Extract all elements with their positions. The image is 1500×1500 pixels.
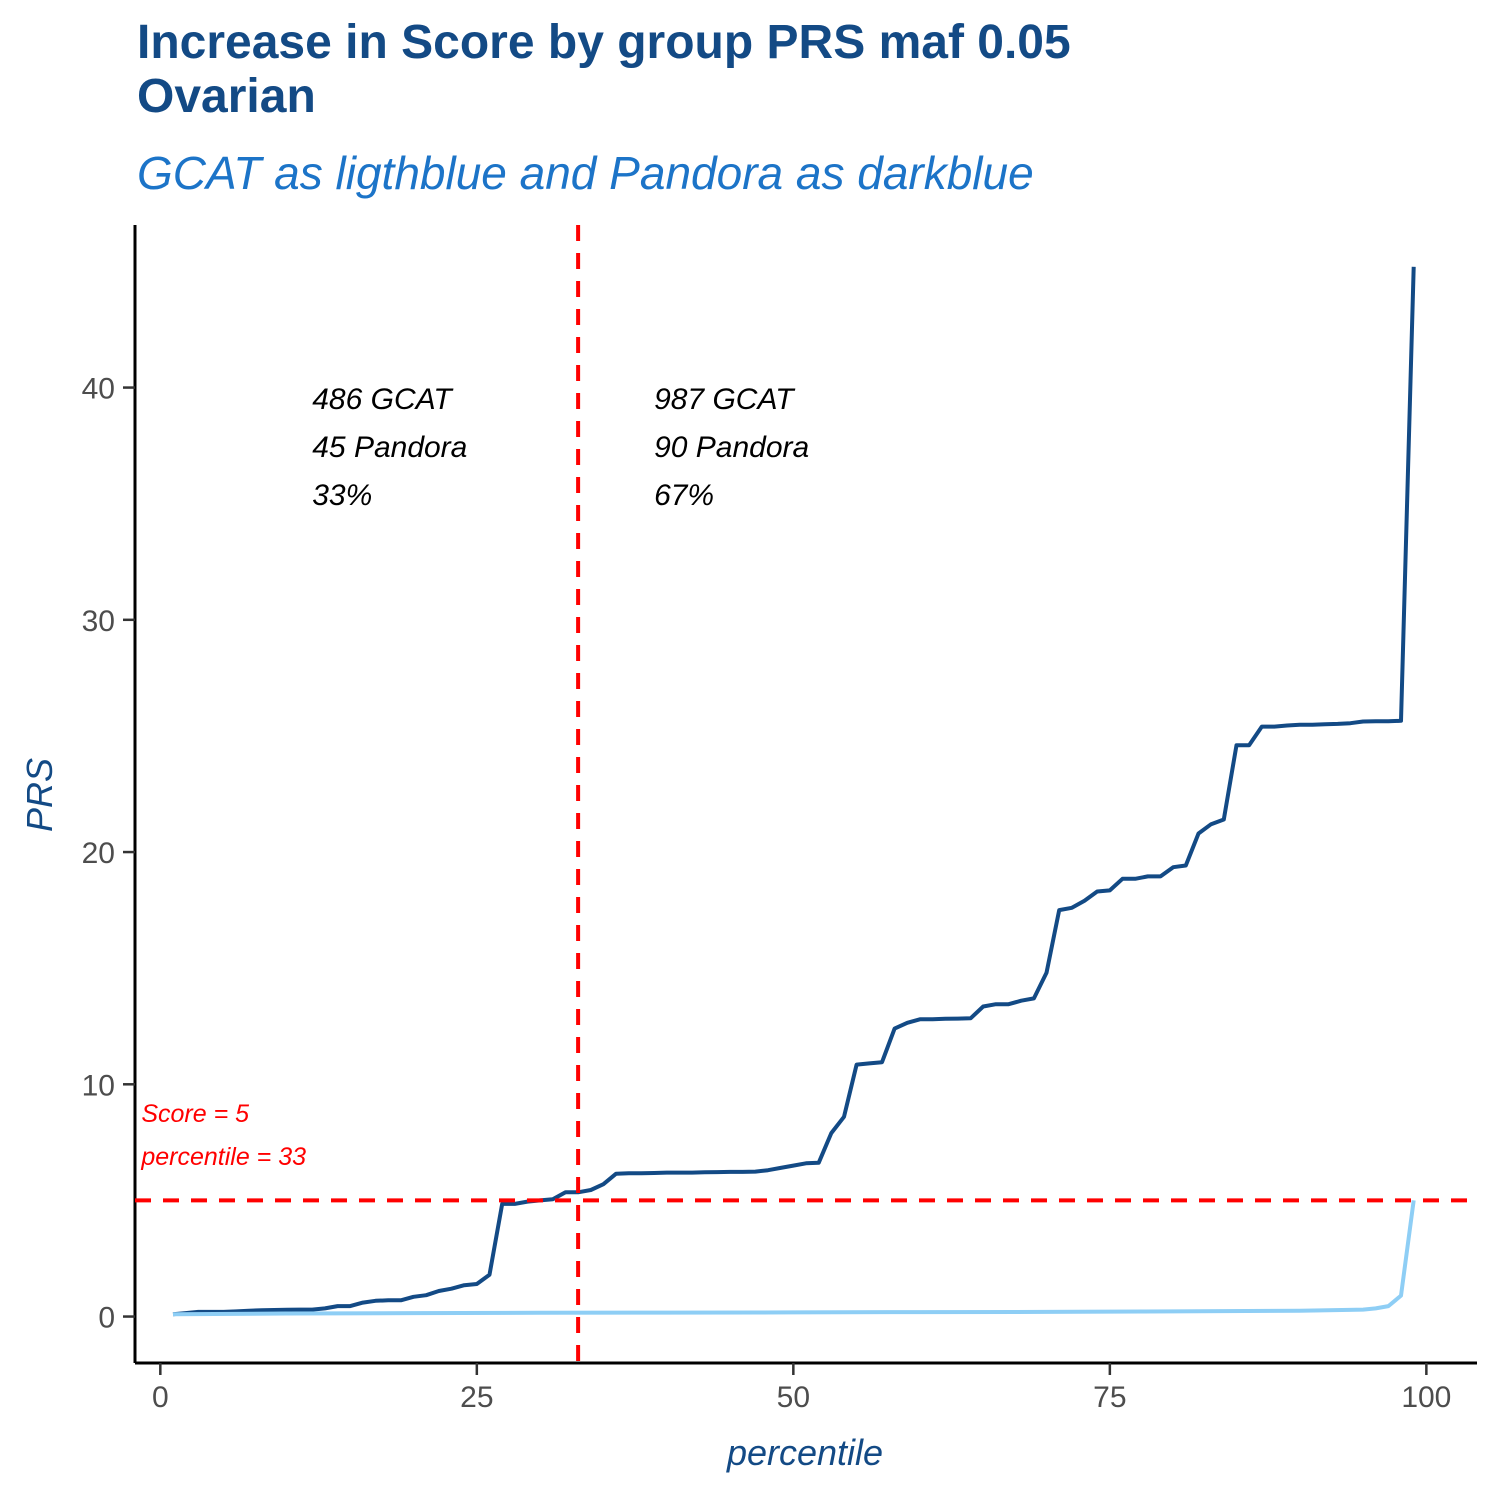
y-tick-label: 30: [82, 605, 115, 638]
y-tick-label: 0: [98, 1302, 115, 1335]
annotation-1-line-2: 45 Pandora: [312, 431, 467, 464]
x-axis-label: percentile: [726, 1432, 883, 1473]
y-tick-label: 20: [82, 837, 115, 870]
x-tick-label: 100: [1401, 1381, 1451, 1414]
series-line-1: [172, 266, 1416, 1317]
y-tick-label: 40: [82, 373, 115, 406]
series-line-2: [172, 1200, 1416, 1317]
y-tick-label: 10: [82, 1069, 115, 1102]
annotation-1-line-1: 486 GCAT: [312, 383, 454, 416]
x-tick-label: 75: [1093, 1381, 1126, 1414]
x-tick-label: 25: [460, 1381, 493, 1414]
annotation-3-line-2: percentile = 33: [140, 1143, 306, 1171]
x-tick-label: 50: [777, 1381, 810, 1414]
y-axis-label: PRS: [19, 758, 60, 832]
annotation-2-line-2: 90 Pandora: [654, 431, 809, 464]
annotation-2-line-3: 67%: [654, 479, 714, 512]
chart-subtitle: GCAT as ligthblue and Pandora as darkblu…: [137, 147, 1034, 199]
x-tick-label: 0: [152, 1381, 169, 1414]
annotation-3-line-1: Score = 5: [141, 1100, 249, 1128]
chart-title: Increase in Score by group PRS maf 0.05 …: [137, 16, 1071, 123]
annotation-2-line-1: 987 GCAT: [654, 383, 796, 416]
annotation-1-line-3: 33%: [312, 479, 372, 512]
